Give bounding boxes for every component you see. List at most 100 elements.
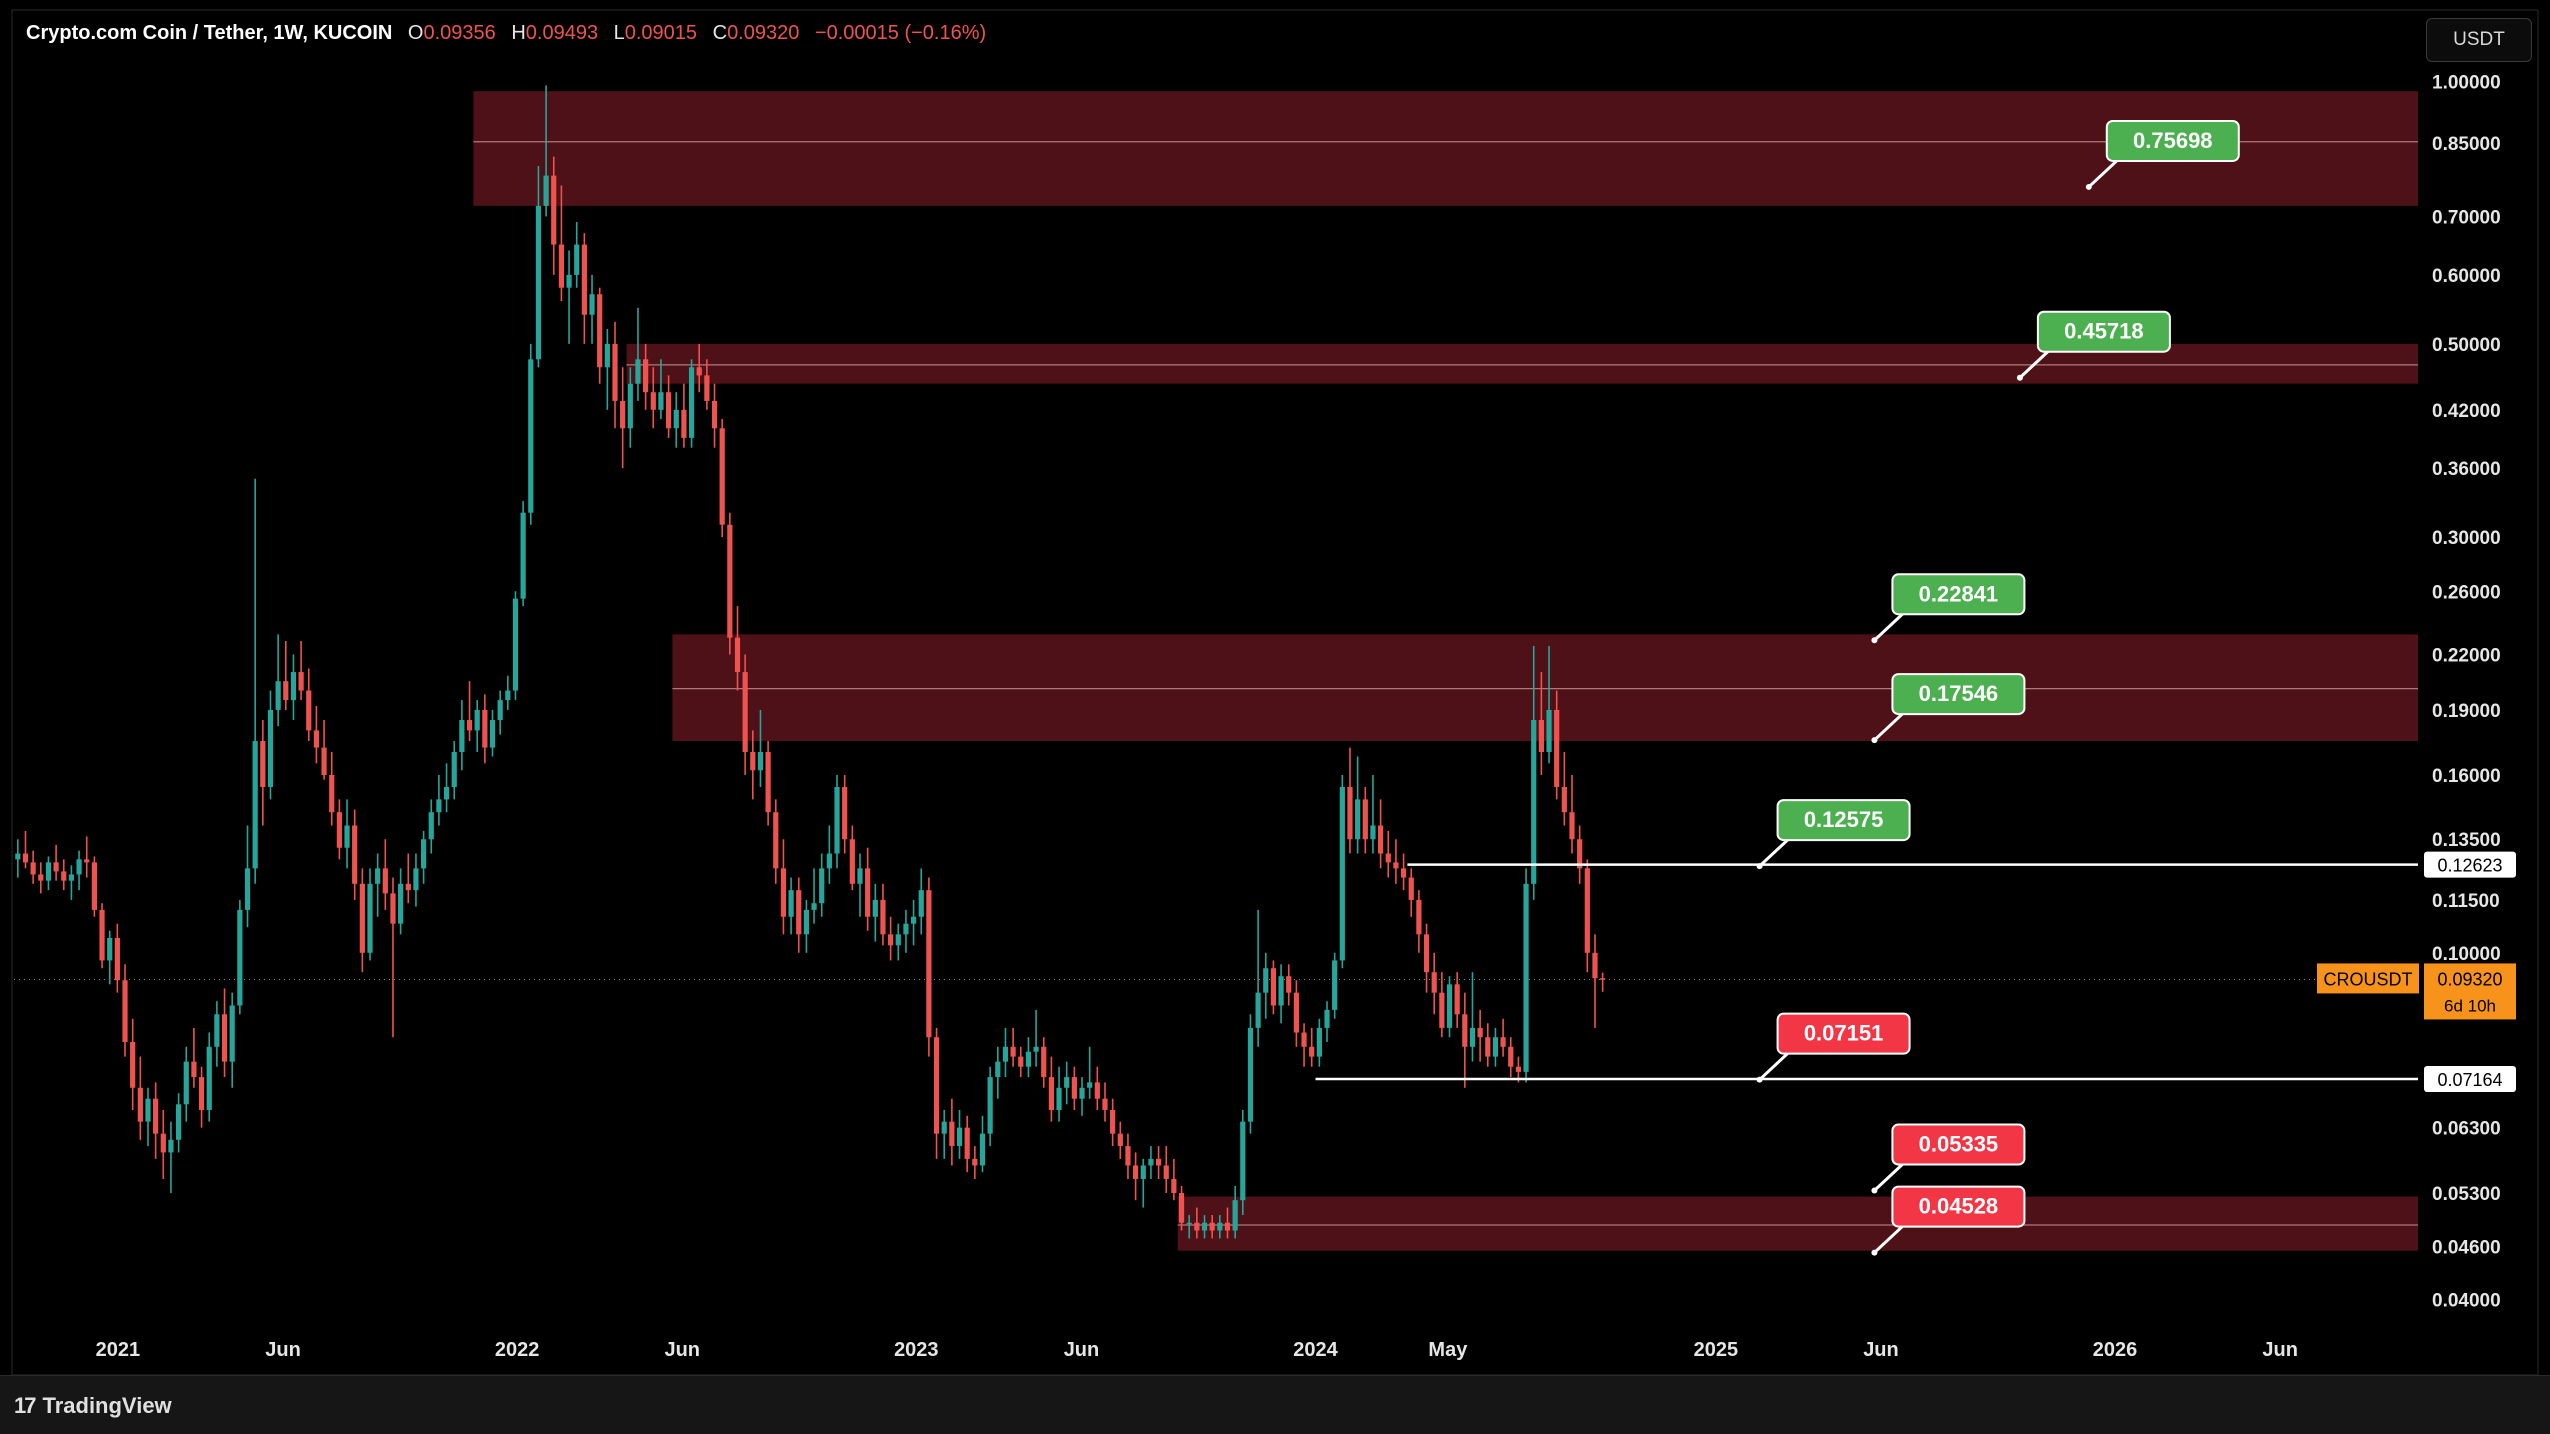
candle-body [842,786,848,840]
candle-body [1454,984,1460,1015]
currency-button[interactable]: USDT [2426,18,2532,62]
candle-body [145,1098,151,1122]
candle-body [1324,1009,1330,1028]
candle-body [558,244,565,288]
candle-body [1362,799,1368,840]
callout-anchor [2016,374,2023,381]
level-axis-tag [2424,1065,2516,1092]
candle-body [206,1046,212,1111]
candle-body [1332,960,1338,1010]
candle-body [727,524,733,638]
candle-body [742,672,748,753]
candle-body [443,786,450,800]
time-tick-label: 2024 [1293,1339,1338,1361]
candle-body [198,1077,205,1111]
candle-body [321,747,327,775]
candle-body [780,868,787,917]
candle-body [1133,1165,1139,1179]
candle-body [313,730,320,748]
candle-body [114,937,120,981]
candle-body [474,709,480,731]
price-callouts: 0.75698 0.45718 0.22841 0.17546 0.12575 0.071… [1756,119,2240,1256]
candle-body [1140,1165,1146,1179]
candle-body [244,868,251,910]
candle-body [252,741,258,869]
candle-body [535,205,542,360]
candle-body [1041,1046,1047,1078]
time-tick-label: 2021 [96,1339,141,1361]
symbol-title[interactable]: Crypto.com Coin / Tether, 1W, KUCOIN [26,22,393,44]
candle-body [1416,899,1422,935]
candle-body [45,862,52,881]
candle-body [826,853,832,869]
time-tick-label: 2023 [894,1339,939,1361]
candle-body [1462,1014,1468,1047]
candle-body [1431,972,1437,993]
candle-body [1423,934,1430,973]
candle-body [910,916,917,924]
callout-anchor [1756,863,1763,870]
price-tick-label: 0.26000 [2432,582,2501,603]
candle-body [497,700,503,721]
candle-body [1469,1027,1476,1047]
candle-body [1247,1027,1254,1122]
candle-body [834,786,840,854]
candle-body [1546,709,1552,753]
candle-body [191,1061,197,1078]
candle-body [1148,1158,1154,1166]
candle-body [99,909,105,961]
callout-value: 0.05335 [1919,1132,1999,1157]
time-tick-label: Jun [265,1339,301,1361]
candle-body [1163,1165,1169,1179]
callout-box [2036,310,2171,353]
callout-box [1891,673,2026,716]
horizontal-levels [1315,863,2418,1081]
candle-body [765,752,771,813]
current-price-label: 0.09320 [2437,969,2502,989]
callout-value: 0.04528 [1919,1194,1999,1219]
candle-body [1094,1082,1100,1099]
candle-body [857,868,863,884]
candle-body [1316,1027,1322,1057]
tradingview-logo[interactable]: 17 TradingView [14,1393,172,1419]
callout-anchor [1871,1187,1878,1194]
callout-value: 0.75698 [2133,128,2213,153]
candle-body [1194,1222,1200,1231]
candle-body [382,868,388,894]
candle-body [1385,853,1391,863]
candle-body [1010,1046,1016,1057]
price-tick-label: 0.04000 [2432,1290,2501,1311]
candle-body [466,720,473,731]
callout-anchor [2085,183,2092,190]
candle-body [926,890,932,1038]
level-axis-label: 0.07164 [2437,1070,2502,1090]
candle-body [788,890,794,917]
candle-body [38,874,44,881]
candle-body [367,883,373,953]
low-label: L [613,22,625,44]
candle-body [979,1133,986,1166]
candle-body [1064,1077,1070,1088]
price-axis: 1.00000 0.85000 0.70000 0.60000 0.50000 0.420… [2432,73,2501,1312]
callout-box [1891,573,2026,616]
candle-body [1125,1146,1131,1166]
callout-anchor [1871,1249,1878,1256]
candle-body [1071,1077,1077,1099]
candle-body [704,375,710,401]
time-axis: 2021 Jun 2022 Jun 2023 Jun 2024 May 2025 Jun 2026 J… [96,1339,2298,1361]
candle-body [405,883,411,891]
candle-body [1002,1046,1009,1062]
candle-body [15,853,21,860]
candle-body [306,690,312,731]
candle-body [76,859,82,875]
candle-body [1102,1098,1108,1111]
candle-body [995,1061,1001,1078]
symbol-tag-label: CROUSDT [2324,969,2413,989]
price-tick-label: 0.36000 [2432,459,2501,480]
candle-body [1446,984,1453,1028]
candle-body [1209,1222,1215,1231]
candle-body [1592,952,1598,979]
change-value: −0.00015 (−0.16%) [814,22,987,44]
price-tick-label: 0.19000 [2432,701,2501,722]
